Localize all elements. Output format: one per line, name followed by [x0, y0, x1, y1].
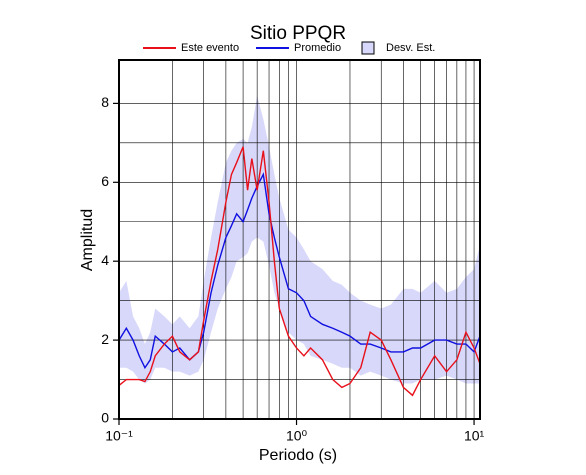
y-tick-label: 0 [101, 410, 109, 426]
legend-label: Promedio [294, 42, 341, 54]
legend-label: Desv. Est. [386, 42, 435, 54]
plot-frame [118, 59, 481, 420]
y-tick-label: 6 [101, 173, 109, 189]
x-tick-label: 10¹ [464, 428, 485, 444]
series-line [118, 172, 481, 370]
y-tick-label: 8 [101, 94, 109, 110]
y-axis-label: Amplitud [79, 209, 96, 271]
chart-title: Sitio PPQR [250, 23, 346, 44]
y-tick-label: 4 [101, 252, 109, 268]
x-axis-label: Periodo (s) [259, 447, 337, 464]
x-tick-label: 10⁻¹ [105, 428, 133, 444]
y-tick-label: 2 [101, 331, 109, 347]
series-line [118, 146, 481, 397]
legend-swatch [361, 41, 375, 55]
legend-label: Este evento [181, 42, 239, 54]
x-tick-label: 10⁰ [286, 428, 308, 444]
std-band [119, 95, 480, 384]
